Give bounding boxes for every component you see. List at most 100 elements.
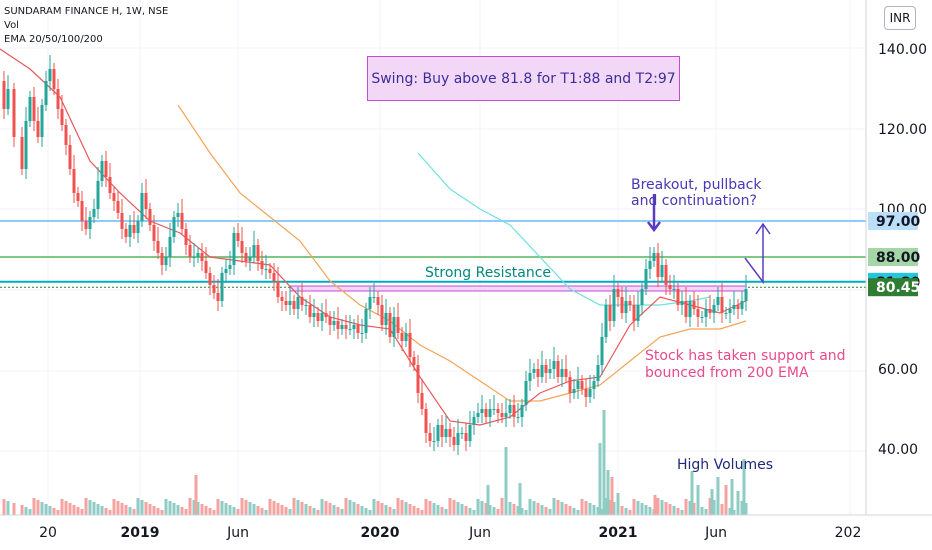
candle-body [528, 373, 532, 381]
volume-bar [710, 489, 714, 515]
volume-bar [140, 500, 144, 515]
candle-body [460, 433, 464, 434]
candle-body [652, 253, 656, 261]
candle-body [12, 89, 16, 137]
volume-bar [592, 505, 596, 515]
candle-body [452, 437, 456, 445]
x-tick-label: 2019 [121, 525, 160, 541]
volume-bar [740, 501, 744, 515]
candle-body [444, 429, 448, 437]
candle-body [332, 321, 336, 325]
y-tick-label: 40.00 [878, 442, 918, 458]
candle-body [248, 257, 252, 261]
volume-bar [56, 510, 60, 515]
volume-bar [692, 503, 696, 515]
volume-bar [580, 499, 584, 515]
volume-indicator-label[interactable]: Vol [4, 20, 19, 31]
volume-bar [432, 503, 436, 515]
price-axis[interactable]: 140.00120.00100.0060.0040.0097.0088.0081… [865, 0, 927, 515]
volume-bar [636, 501, 640, 515]
candles [2, 55, 748, 455]
volume-bar [484, 503, 488, 515]
volume-bar [696, 485, 700, 515]
candle-body [708, 309, 712, 313]
candle-body [256, 245, 260, 261]
candle-body [388, 313, 392, 337]
volume-bar [256, 506, 260, 515]
candle-body [108, 177, 112, 193]
candle-body [740, 301, 744, 309]
candle-body [420, 393, 424, 409]
volume-bar [260, 508, 264, 515]
candle-body [484, 409, 488, 417]
volume-bar [148, 504, 152, 515]
candle-body [220, 273, 224, 301]
candle-body [524, 381, 528, 405]
volume-bar [196, 502, 200, 515]
price-tag: 80.45 [868, 278, 920, 297]
volume-bar [632, 499, 636, 515]
volume-bar [464, 506, 468, 515]
currency-badge[interactable]: INR [884, 6, 916, 30]
candle-body [584, 389, 588, 397]
volume-bar [176, 505, 180, 515]
candle-body [616, 289, 620, 297]
candle-body [288, 301, 292, 305]
volume-bar [452, 500, 456, 515]
volume-bar [276, 503, 280, 515]
volume-bar [368, 510, 372, 515]
volume-bar [528, 499, 532, 515]
volume-bar [292, 498, 296, 515]
candle-body [348, 329, 352, 330]
candle-body [264, 269, 268, 270]
candle-body [6, 89, 10, 109]
volume-bar [440, 507, 444, 515]
candle-body [648, 261, 652, 269]
volume-bar [40, 502, 44, 515]
time-axis[interactable]: 20 2019 Jun 2020 Jun 2021 Jun 202 [0, 514, 932, 541]
ema-indicator-label[interactable]: EMA 20/50/100/200 [4, 34, 103, 45]
volume-bar [724, 485, 728, 515]
volume-bar [48, 506, 52, 515]
volume-bar [560, 502, 564, 515]
candle-body [732, 305, 736, 309]
volume-bar [712, 500, 716, 515]
volume-bar [300, 502, 304, 515]
candle-body [588, 389, 592, 397]
candle-body [148, 209, 152, 225]
volume-bar [456, 502, 460, 515]
price-tag-bg [868, 248, 918, 266]
volume-bar [104, 508, 108, 515]
volume-bar [152, 506, 156, 515]
volume-bar [628, 510, 632, 515]
volume-bar [376, 501, 380, 515]
volume-bar [92, 502, 96, 515]
volume-bar [20, 505, 24, 515]
volume-bar [348, 500, 352, 515]
candle-body [704, 309, 708, 317]
volume-bar [316, 510, 320, 515]
candle-body [596, 365, 600, 381]
candle-body [436, 425, 440, 441]
volume-bar [216, 499, 220, 515]
volume-bars [2, 410, 748, 515]
swing-trade-note: Swing: Buy above 81.8 for T1:88 and T2:9… [367, 56, 680, 101]
candle-body [236, 233, 240, 241]
candle-body [572, 389, 576, 393]
volume-bar [610, 477, 614, 515]
volume-bar [388, 507, 392, 515]
ema20-line [0, 48, 747, 426]
volume-bar [480, 501, 484, 515]
candle-body [80, 201, 84, 221]
candle-body [440, 425, 444, 437]
candle-body [520, 405, 524, 417]
volume-bar [460, 504, 464, 515]
volume-bar [640, 503, 644, 515]
volume-bar [164, 499, 168, 515]
volume-bar [248, 502, 252, 515]
candle-body [500, 413, 504, 417]
breakout-arrow [647, 194, 661, 233]
volume-bar [584, 501, 588, 515]
volume-bar [742, 459, 746, 515]
